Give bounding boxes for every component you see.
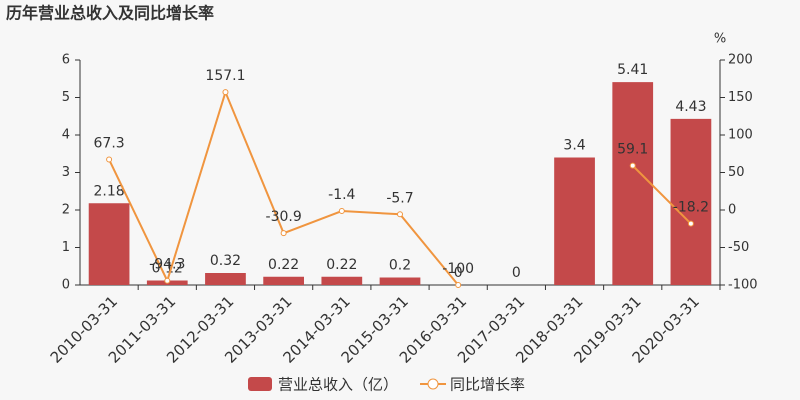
y2-tick-label: 150	[728, 90, 753, 105]
bar-value-label: 4.43	[675, 99, 706, 115]
y2-unit: %	[714, 32, 726, 47]
y2-tick-label: 50	[728, 165, 745, 180]
line-point	[687, 220, 694, 227]
y-tick-label: 4	[62, 128, 70, 143]
line-point	[164, 277, 171, 284]
line-value-label: -94.3	[149, 257, 185, 273]
line-value-label: 157.1	[205, 68, 245, 84]
line-value-label: 67.3	[94, 136, 125, 152]
line-value-label: -1.4	[328, 187, 355, 203]
line-point	[338, 208, 345, 215]
line-value-label: -30.9	[266, 209, 302, 225]
bar-value-label: 0.2	[389, 258, 411, 274]
bar	[554, 157, 595, 285]
bar	[612, 82, 654, 285]
line-value-label: -5.7	[386, 190, 413, 206]
bar	[670, 118, 712, 285]
legend-label: 营业总收入（亿）	[278, 376, 398, 394]
y-tick-label: 1	[62, 240, 70, 255]
line-point	[222, 89, 229, 96]
bar	[321, 276, 363, 285]
line-value-label: -18.2	[673, 200, 709, 216]
y2-tick-label: -50	[728, 240, 749, 255]
bar-value-label: 3.4	[563, 138, 585, 154]
y2-tick-label: 200	[728, 53, 753, 68]
line	[108, 89, 692, 286]
legend-swatch	[248, 377, 272, 391]
line-point	[397, 211, 403, 218]
y-tick-label: 0	[62, 278, 70, 293]
bar	[263, 276, 304, 285]
y2-tick-label: 100	[728, 128, 753, 143]
y-tick-label: 5	[62, 90, 70, 105]
chart-title: 历年营业总收入及同比增长率	[6, 4, 214, 23]
y2-tick-label: -100	[728, 278, 758, 293]
bar-value-label: 5.41	[617, 62, 648, 78]
legend-label: 同比增长率	[450, 376, 525, 394]
line-point	[455, 282, 462, 288]
bar-value-label: 0.32	[210, 253, 241, 269]
line-point	[629, 162, 636, 169]
y-tick-label: 2	[62, 203, 70, 218]
bar	[379, 277, 421, 285]
y-tick-label: 3	[62, 165, 70, 180]
line-point	[280, 230, 287, 237]
bar-value-label: 0.22	[326, 257, 357, 273]
bar-value-label: 2.18	[94, 183, 125, 199]
y-tick-label: 6	[62, 53, 70, 68]
legend-swatch	[427, 378, 439, 390]
line-value-label: 59.1	[617, 142, 648, 158]
line-point	[106, 156, 113, 163]
bar	[205, 273, 246, 285]
bar-value-label: 0	[454, 265, 463, 281]
y2-tick-label: 0	[728, 203, 736, 218]
bar-value-label: 0.22	[268, 257, 299, 273]
bar	[88, 203, 130, 285]
bar-value-label: 0	[512, 265, 521, 281]
line-value-label: -100	[442, 261, 474, 277]
